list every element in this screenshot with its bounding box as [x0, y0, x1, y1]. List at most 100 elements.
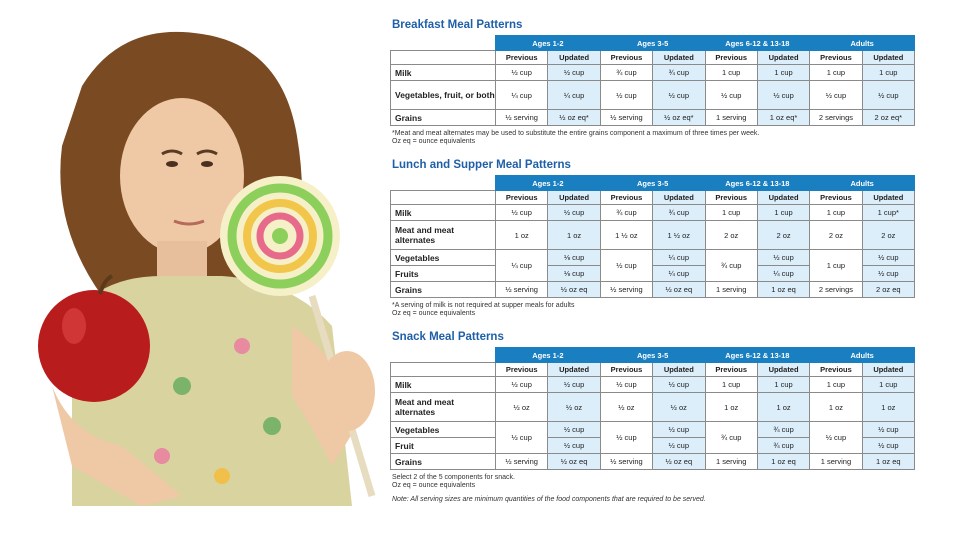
age-header: Ages 3-5	[599, 175, 706, 191]
lunch-table: Ages 1-2 Ages 3-5 Ages 6-12 & 13-18 Adul…	[390, 175, 916, 298]
cell: ¾ cup	[652, 204, 706, 221]
table-row: Grains ½ serving ½ oz eq* ½ serving ½ oz…	[390, 109, 916, 126]
cell: ½ serving	[494, 109, 549, 126]
cell: 1 cup	[704, 376, 758, 393]
age-header: Ages 1-2	[495, 175, 601, 191]
breakfast-table: Ages 1-2 Ages 3-5 Ages 6-12 & 13-18 Adul…	[390, 35, 916, 126]
cell: ½ cup	[861, 265, 916, 282]
cell: ½ oz eq	[547, 453, 601, 470]
note-line: *Meat and meat alternates may be used to…	[392, 130, 760, 137]
cell: 1 cup	[809, 64, 863, 81]
cell: ½ cup	[494, 204, 549, 221]
table-row: Grains ½ serving ½ oz eq ½ serving ½ oz …	[390, 281, 916, 298]
cell: 1 cup	[809, 376, 863, 393]
cell: ½ cup	[861, 80, 916, 110]
table-row: Milk ½ cup ½ cup ¾ cup ¾ cup 1 cup 1 cup…	[390, 204, 916, 221]
cell: ½ cup	[547, 421, 601, 438]
table-row: Fruit ½ cup ½ cup ¾ cup ½ cup	[390, 437, 916, 454]
row-label: Fruit	[390, 437, 496, 454]
updated-header: Updated	[652, 50, 706, 65]
previous-header: Previous	[809, 362, 863, 377]
age-header: Ages 6-12 & 13-18	[704, 175, 811, 191]
cell: 1 cup	[704, 204, 758, 221]
snack-title: Snack Meal Patterns	[392, 331, 504, 343]
cell: ½ cup	[652, 437, 706, 454]
cell: ½ cup	[547, 376, 601, 393]
cell: 2 oz	[704, 220, 758, 250]
cell: ½ cup	[547, 437, 601, 454]
age-header: Ages 1-2	[495, 35, 601, 51]
footnote: Note: All serving sizes are minimum quan…	[392, 496, 915, 504]
cell: ¼ cup	[756, 265, 811, 282]
blank-cell	[390, 362, 496, 377]
cell: ½ cup	[756, 80, 811, 110]
table-row: Vegetables, fruit, or both ¼ cup ¼ cup ½…	[390, 80, 916, 110]
cell: 1 ½ oz	[599, 220, 654, 250]
cell: ½ cup	[547, 204, 601, 221]
cell: ¾ cup	[599, 204, 654, 221]
cell: ½ cup	[547, 64, 601, 81]
cell: ½ oz eq*	[652, 109, 706, 126]
cell: ½ cup	[599, 249, 654, 282]
cell: 1 cup	[861, 64, 916, 81]
breakfast-title: Breakfast Meal Patterns	[392, 19, 523, 31]
cell: 2 oz	[756, 220, 811, 250]
cell: ⅛ cup	[547, 265, 601, 282]
note-line: *A serving of milk is not required at su…	[392, 302, 575, 309]
updated-header: Updated	[547, 50, 601, 65]
cell: 2 servings	[809, 281, 863, 298]
age-header: Adults	[809, 347, 915, 363]
cell: ½ cup	[599, 421, 654, 454]
cell: ½ oz	[494, 392, 549, 422]
updated-header: Updated	[861, 362, 916, 377]
age-header: Ages 6-12 & 13-18	[704, 347, 811, 363]
cell: ¼ cup	[547, 80, 601, 110]
cell: 1 ½ oz	[652, 220, 706, 250]
cell: 1 oz eq	[756, 453, 811, 470]
age-header: Adults	[809, 175, 915, 191]
previous-header: Previous	[704, 50, 758, 65]
table-row: Milk ½ cup ½ cup ½ cup ½ cup 1 cup 1 cup…	[390, 376, 916, 393]
cell: ½ cup	[809, 421, 863, 454]
table-row: Vegetables ¼ cup ⅛ cup ½ cup ¼ cup ¾ cup…	[390, 249, 916, 282]
previous-header: Previous	[494, 190, 549, 205]
cell: 1 serving	[704, 453, 758, 470]
cell: ½ cup	[809, 80, 863, 110]
lunch-note: *A serving of milk is not required at su…	[392, 302, 915, 318]
cell: 1 cup	[756, 376, 811, 393]
cell: 2 oz eq*	[861, 109, 916, 126]
age-header: Ages 3-5	[599, 347, 706, 363]
updated-header: Updated	[861, 50, 916, 65]
updated-header: Updated	[547, 190, 601, 205]
cell: ½ cup	[494, 376, 549, 393]
breakfast-note: *Meat and meat alternates may be used to…	[392, 130, 915, 146]
cell: 1 cup	[809, 249, 863, 282]
previous-header: Previous	[494, 50, 549, 65]
cell: 1 cup*	[861, 204, 916, 221]
cell: ½ serving	[494, 281, 549, 298]
cell: ¼ cup	[652, 265, 706, 282]
row-label: Meat and meat alternates	[390, 220, 496, 250]
cell: 2 servings	[809, 109, 863, 126]
cell: ½ oz	[652, 392, 706, 422]
row-label: Grains	[390, 109, 496, 126]
corner-cell	[390, 35, 496, 51]
cell: 1 cup	[756, 204, 811, 221]
cell: ¾ cup	[704, 421, 758, 454]
row-label: Vegetables	[390, 421, 496, 438]
cell: ½ cup	[861, 437, 916, 454]
corner-cell	[390, 347, 496, 363]
cell: ¾ cup	[756, 421, 811, 438]
cell: ½ oz	[599, 392, 654, 422]
corner-cell	[390, 175, 496, 191]
cell: ¾ cup	[652, 64, 706, 81]
age-header: Ages 6-12 & 13-18	[704, 35, 811, 51]
cell: 1 oz eq	[756, 281, 811, 298]
cell: 1 oz	[809, 392, 863, 422]
cell: ½ cup	[599, 80, 654, 110]
cell: 1 oz	[756, 392, 811, 422]
blank-cell	[390, 190, 496, 205]
cell: ½ serving	[494, 453, 549, 470]
age-header: Adults	[809, 35, 915, 51]
cell: ⅛ cup	[547, 249, 601, 266]
